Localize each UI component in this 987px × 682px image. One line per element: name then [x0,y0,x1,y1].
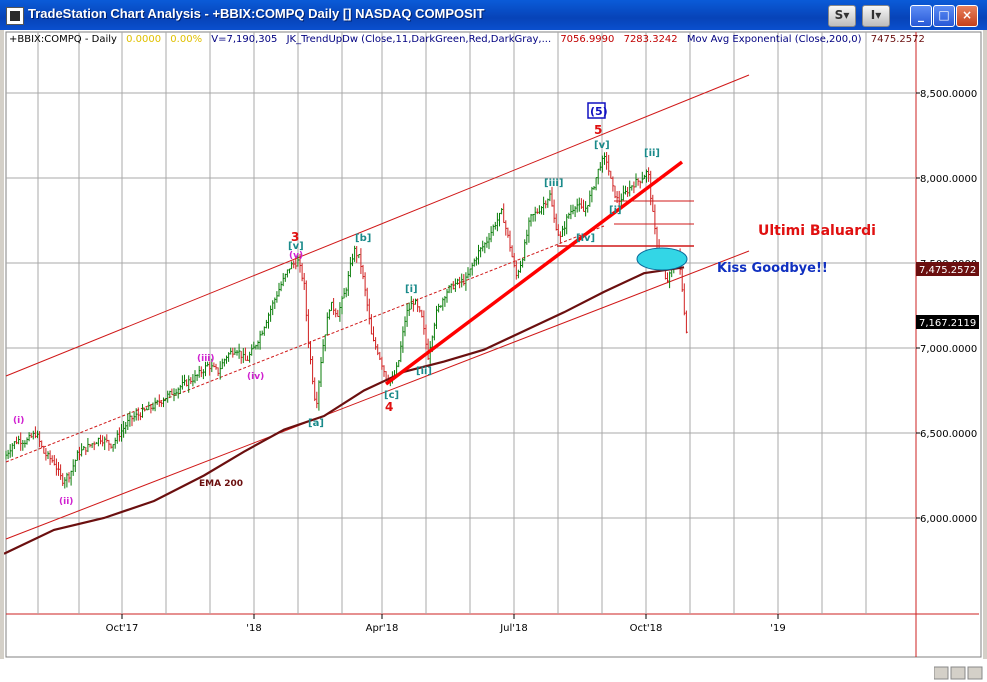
x-tick-labels: Oct'17 '18 Apr'18 Jul'18 Oct'18 '19 [106,623,786,634]
legend-value-1: 0.0000 [126,34,161,45]
legend-header: +BBIX:COMPQ - Daily 0.0000 0.00% V=7,190… [9,34,925,45]
minimize-button[interactable]: _ [910,5,932,27]
ema-price-tag [916,262,979,276]
legend-ind-value-2: 7283.3242 [624,34,678,45]
annotation-ultimi-baluardi: Ultimi Baluardi [758,223,876,239]
wave-label-i: (i) [13,416,24,426]
trend-line [384,160,684,386]
wave-label-a: [a] [308,418,324,429]
wave-label-b: [b] [355,233,371,244]
ema-label: EMA 200 [199,479,243,489]
chart-area[interactable]: 8,500.00008,000.00007,500.00007,000.0000… [3,30,983,680]
wave-label-c: [c] [384,390,399,401]
wave-label-5: 5 [594,123,602,137]
symbol-link-label: S [834,8,844,22]
scroll-end-button[interactable] [967,666,983,680]
legend-volume: V=7,190,305 [211,34,277,45]
symbol-link-button[interactable]: S▾ [828,5,856,27]
wave-label-5-major: (5) [590,105,608,118]
wave-label-iii: (iii) [197,354,214,364]
legend-ema-value: 7475.2572 [871,34,925,45]
last-price-tag [916,315,979,329]
scroll-left-button[interactable] [934,666,949,680]
interval-link-label: I [870,8,876,22]
close-button[interactable]: × [956,5,978,27]
interval-link-button[interactable]: I▾ [862,5,890,27]
y-tick-label: 6,000.0000 [920,514,977,525]
x-tick-label: '18 [246,623,261,634]
wave-label-v-minor: (v) [289,251,303,261]
wave-label-ii-top: [ii] [644,148,660,159]
x-tick-label: Apr'18 [366,623,399,634]
maximize-button[interactable]: □ [933,5,955,27]
channel-lower-line [5,250,750,540]
kiss-goodbye-ellipse [636,247,688,271]
y-tick-label: 8,000.0000 [920,174,977,185]
legend-symbol: +BBIX:COMPQ - Daily [9,34,117,45]
wave-label-i-bracket: [i] [405,284,418,295]
scroll-right-button[interactable] [950,666,966,680]
legend-indicator: JK_TrendUpDw (Close,11,DarkGreen,Red,Dar… [286,34,552,45]
app-icon [6,7,24,25]
annotation-kiss-goodbye: Kiss Goodbye!! [717,261,828,276]
last-price-tag-text: 7,167.2119 [919,318,976,329]
legend-ema: Mov Avg Exponential (Close,200,0) [687,34,862,45]
x-tick-label: '19 [770,623,785,634]
wave-label-3: 3 [291,230,299,244]
wave-label-ii-bracket: [ii] [416,366,432,377]
legend-ind-value-1: 7056.9990 [560,34,614,45]
chart-scroll-controls[interactable] [934,664,984,682]
wave-label-ii: (ii) [59,497,73,507]
wave-label-v-top: [v] [594,140,610,151]
wave-label-4: 4 [385,400,393,414]
window-title: TradeStation Chart Analysis - +BBIX:COMP… [28,6,485,21]
wave-label-iv-bracket: [iv] [576,233,595,244]
wave-box-5 [587,102,606,119]
legend-value-2: 0.00% [170,34,202,45]
x-tick-label: Jul'18 [499,623,528,634]
price-bars [5,151,688,489]
y-tick-label: 6,500.0000 [920,429,977,440]
x-tick-label: Oct'17 [106,623,139,634]
x-tick-label: Oct'18 [630,623,663,634]
y-tick-label: 8,500.0000 [920,89,977,100]
wave-label-i-top: [i] [609,205,622,216]
price-chart[interactable]: 8,500.00008,000.00007,500.00007,000.0000… [3,30,983,659]
ema-200-line [3,266,685,555]
channel-upper-line [5,74,750,377]
y-tick-label: 7,000.0000 [920,344,977,355]
chart-frame [5,31,982,658]
wave-label-iii-bracket: [iii] [544,178,563,189]
wave-label-v-bracket: [v] [288,241,304,252]
channel-mid-dashed-line [5,225,605,463]
title-bar[interactable]: TradeStation Chart Analysis - +BBIX:COMP… [0,0,987,30]
ema-price-tag-text: 7,475.2572 [919,265,976,276]
wave-label-iv: (iv) [247,372,264,382]
